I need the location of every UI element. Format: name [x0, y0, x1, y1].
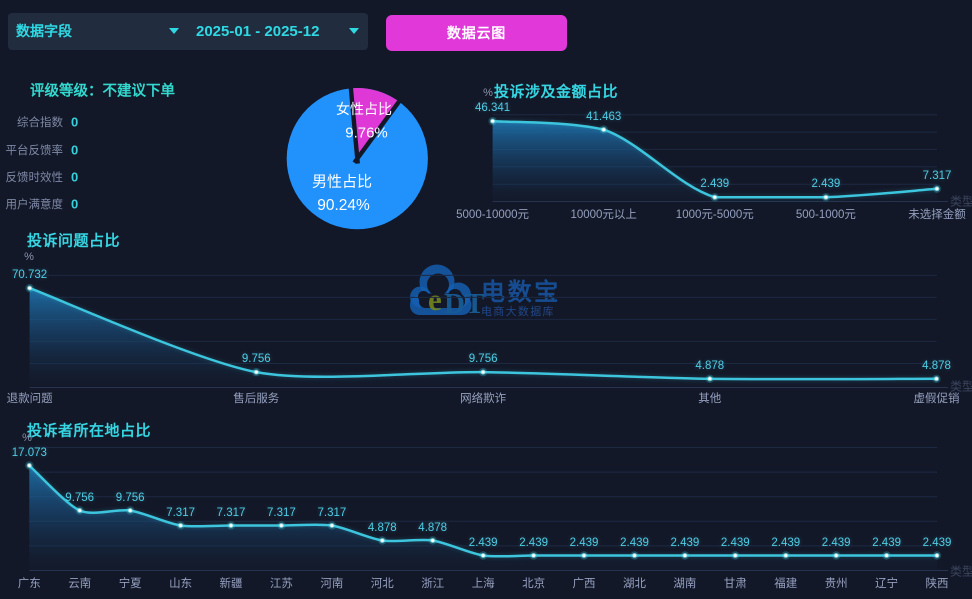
- svg-text:电数宝: 电数宝: [481, 278, 561, 306]
- svg-text:电商大数据库: 电商大数据库: [481, 304, 555, 318]
- svg-text:DT: DT: [444, 288, 484, 320]
- svg-text:e: e: [428, 282, 442, 317]
